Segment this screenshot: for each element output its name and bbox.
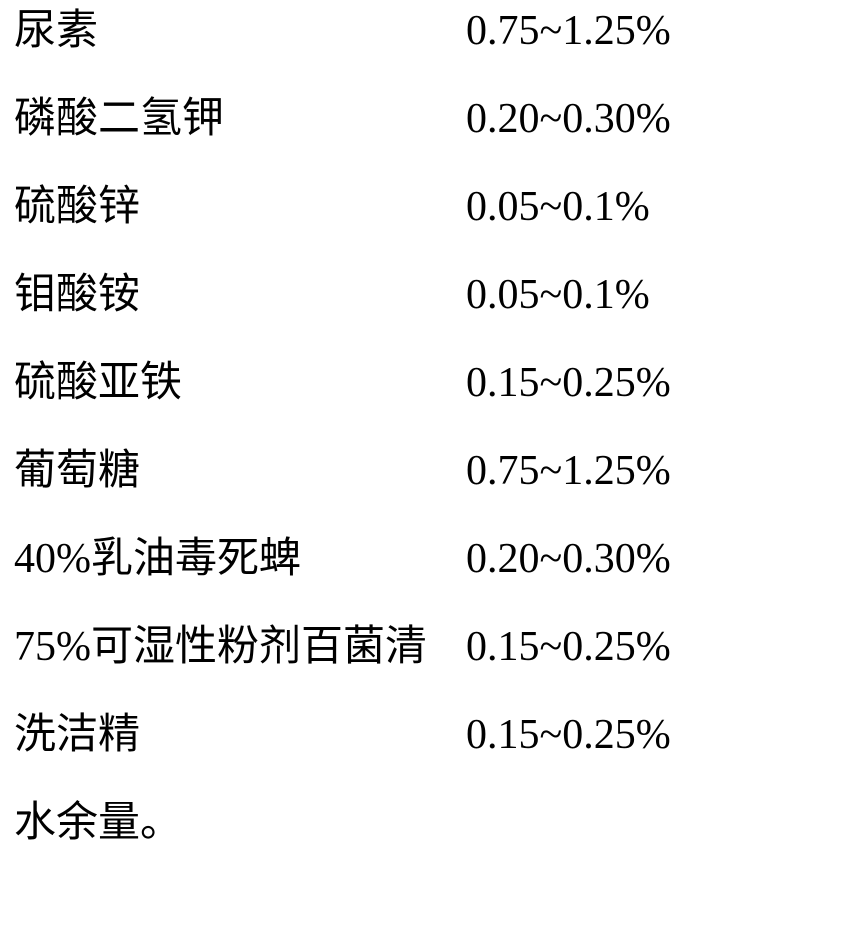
composition-table: 尿素 0.75~1.25% 磷酸二氢钾 0.20~0.30% 硫酸锌 0.05~… — [0, 0, 854, 935]
ingredient-value: 0.15~0.25% — [466, 714, 854, 756]
ingredient-value: 0.75~1.25% — [466, 450, 854, 492]
ingredient-name: 洗洁精 — [14, 714, 466, 756]
table-row: 40%乳油毒死蜱 0.20~0.30% — [14, 538, 854, 626]
ingredient-value: 0.15~0.25% — [466, 626, 854, 668]
table-row: 葡萄糖 0.75~1.25% — [14, 450, 854, 538]
ingredient-name: 硫酸亚铁 — [14, 362, 466, 404]
table-row: 磷酸二氢钾 0.20~0.30% — [14, 98, 854, 186]
footer-text: 水余量。 — [14, 802, 182, 844]
table-row: 尿素 0.75~1.25% — [14, 10, 854, 98]
ingredient-value: 0.05~0.1% — [466, 186, 854, 228]
table-row: 洗洁精 0.15~0.25% — [14, 714, 854, 802]
ingredient-name: 磷酸二氢钾 — [14, 98, 466, 140]
ingredient-name: 硫酸锌 — [14, 186, 466, 228]
ingredient-value: 0.15~0.25% — [466, 362, 854, 404]
ingredient-name: 40%乳油毒死蜱 — [14, 538, 466, 580]
ingredient-name: 尿素 — [14, 10, 466, 52]
ingredient-value: 0.20~0.30% — [466, 538, 854, 580]
table-row: 硫酸亚铁 0.15~0.25% — [14, 362, 854, 450]
ingredient-name: 75%可湿性粉剂百菌清 — [14, 626, 466, 668]
ingredient-value: 0.75~1.25% — [466, 10, 854, 52]
footer-line: 水余量。 — [14, 802, 854, 890]
ingredient-value: 0.05~0.1% — [466, 274, 854, 316]
table-row: 钼酸铵 0.05~0.1% — [14, 274, 854, 362]
ingredient-name: 钼酸铵 — [14, 274, 466, 316]
table-row: 硫酸锌 0.05~0.1% — [14, 186, 854, 274]
ingredient-value: 0.20~0.30% — [466, 98, 854, 140]
ingredient-name: 葡萄糖 — [14, 450, 466, 492]
table-row: 75%可湿性粉剂百菌清 0.15~0.25% — [14, 626, 854, 714]
